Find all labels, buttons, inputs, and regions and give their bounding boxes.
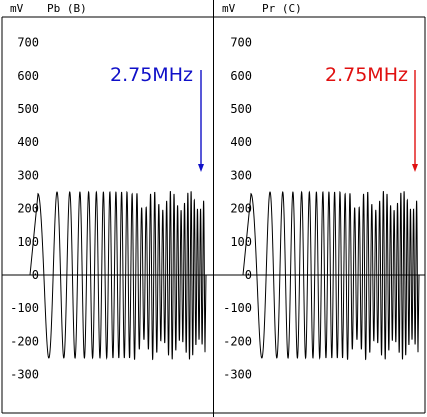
multiburst-waveform-pb (29, 190, 213, 361)
y-tick-label: -200 (10, 334, 39, 348)
unit-label-pr: mV (222, 2, 236, 15)
panel-pr: mV Pr (C) -300 -200 -100 0 100 200 300 400 500 60… (214, 2, 426, 414)
y-tick-label: -300 (223, 368, 252, 382)
y-tick-label: -100 (10, 301, 39, 315)
arrow-down-icon-pb (198, 164, 204, 172)
frequency-annotation-pb: 2.75MHz (110, 64, 193, 86)
y-tick-label: 100 (230, 235, 252, 249)
y-tick-label: 500 (17, 102, 39, 116)
y-tick-labels-pr: -300 -200 -100 0 100 200 300 400 500 600 700 (223, 36, 252, 382)
arrow-down-icon-pr (412, 164, 418, 172)
y-tick-label: 600 (230, 69, 252, 83)
y-tick-labels-pb: -300 -200 -100 0 100 200 300 400 500 600 700 (10, 36, 39, 382)
y-tick-label: 400 (17, 135, 39, 149)
panel-pb: mV Pb (B) -300 -200 -100 0 100 200 300 400 500 60… (1, 2, 213, 414)
y-tick-label: 200 (17, 202, 39, 216)
y-tick-label: 600 (17, 69, 39, 83)
y-tick-label: -200 (223, 334, 252, 348)
unit-label-pb: mV (10, 2, 24, 15)
y-tick-label: 400 (230, 135, 252, 149)
panel-title-pr: Pr (C) (262, 2, 302, 15)
y-tick-label: 700 (17, 36, 39, 50)
y-tick-label: -100 (223, 301, 252, 315)
y-tick-label: 0 (245, 268, 252, 282)
multiburst-waveform-pr (242, 190, 425, 361)
y-tick-label: 700 (230, 36, 252, 50)
y-tick-label: 100 (17, 235, 39, 249)
y-tick-label: 500 (230, 102, 252, 116)
y-tick-label: 300 (230, 168, 252, 182)
y-tick-label: 200 (230, 202, 252, 216)
panel-title-pb: Pb (B) (47, 2, 87, 15)
y-tick-label: 300 (17, 168, 39, 182)
y-tick-label: -300 (10, 368, 39, 382)
frequency-annotation-pr: 2.75MHz (325, 64, 408, 86)
y-tick-label: 0 (32, 268, 39, 282)
